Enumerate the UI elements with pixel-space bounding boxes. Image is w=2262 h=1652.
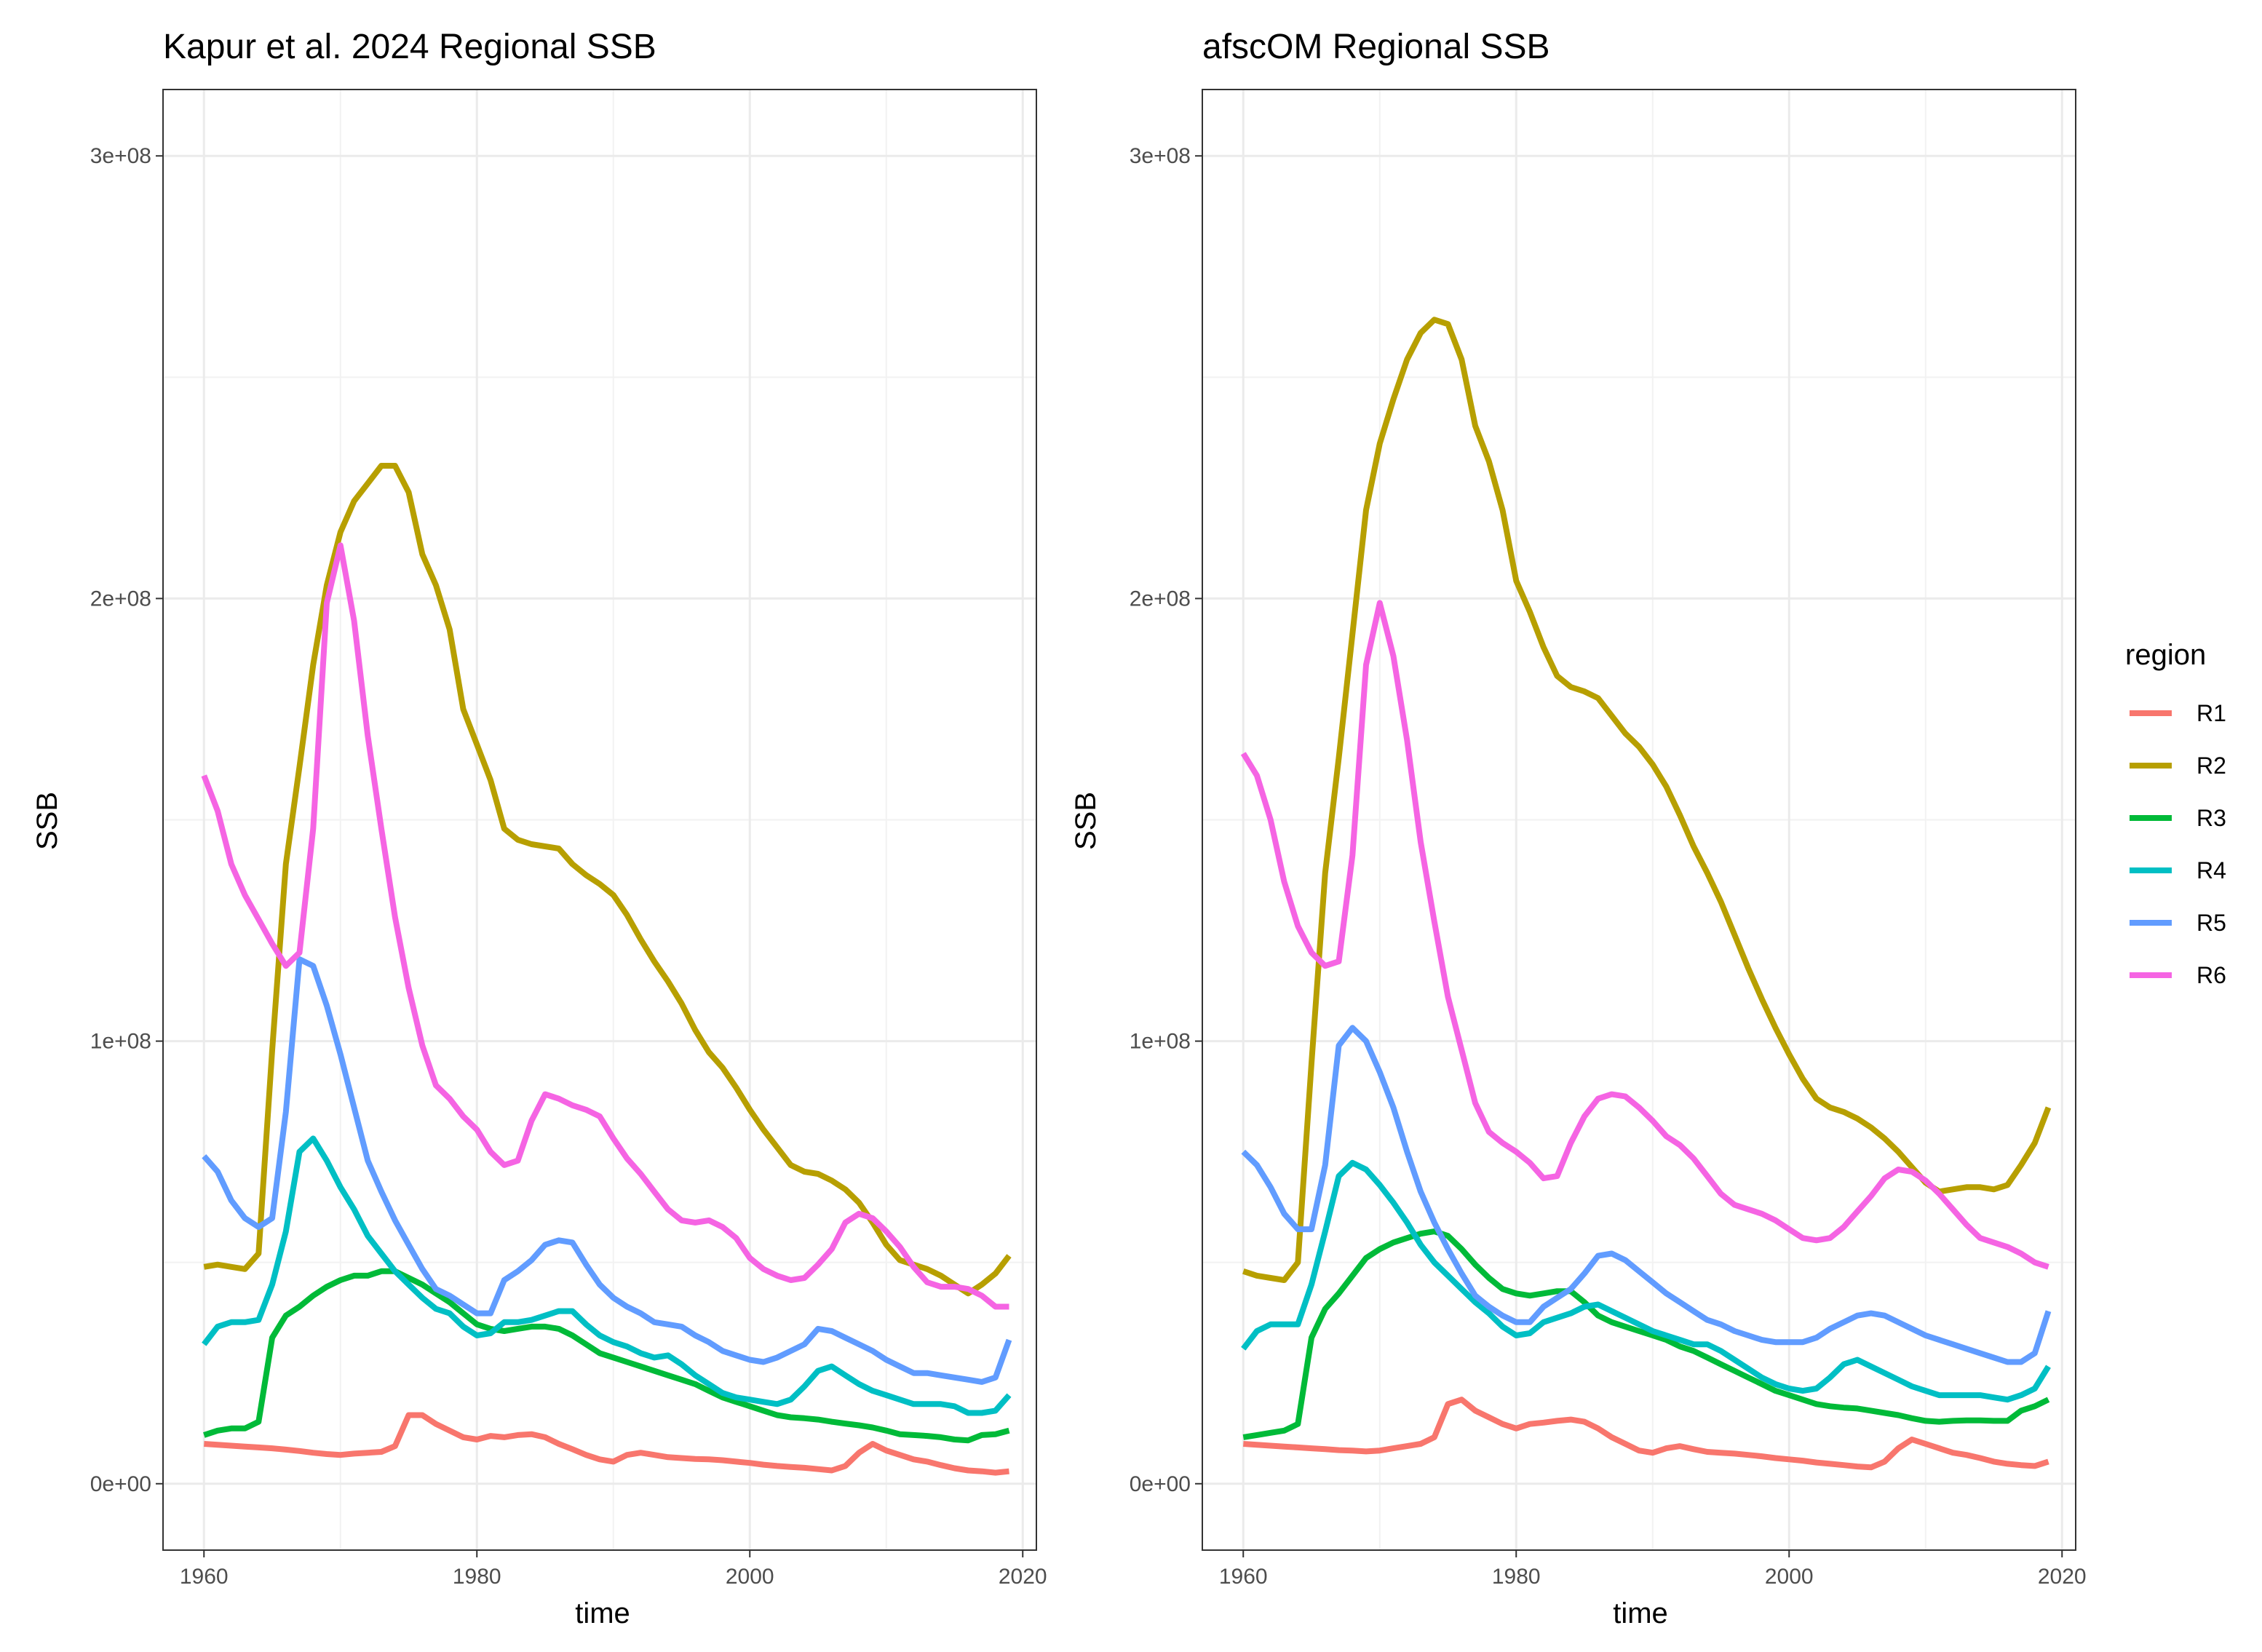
legend-label-r4: R4 [2196,857,2226,883]
left-series-line-r3 [203,1268,1010,1444]
left-series-line-r1 [204,1412,1009,1476]
left-panel-border [162,89,1037,1551]
right-series-line-r3 [1242,1228,2050,1440]
left-x-tick-label: 2000 [726,1565,774,1589]
panel-left-plot-area: 1960 1980 2000 2020 0e+00 1e+08 2e+08 3e+08 [90,89,1047,1589]
legend: region R1 R2 R3 R4 R5 R6 [2125,639,2226,988]
right-series-line-r1 [1243,1397,2049,1471]
left-series-line-r5 [202,956,1012,1385]
legend-label-r1: R1 [2196,700,2226,726]
left-y-tick-label: 1e+08 [90,1030,151,1054]
panel-right-title: afscOM Regional SSB [1202,28,1550,66]
right-x-tick-label: 2000 [1765,1565,1814,1589]
left-x-tick-label: 1980 [453,1565,501,1589]
panel-left-ylabel: SSB [31,792,63,850]
right-panel-border [1202,89,2076,1551]
panel-left-xlabel: time [575,1597,630,1629]
left-y-tick-label: 3e+08 [90,144,151,168]
panel-right-plot-area: 1960 1980 2000 2020 0e+00 1e+08 2e+08 3e+08 [1130,89,2087,1589]
left-series-line-r2 [203,463,1012,1297]
right-series-line-r4 [1241,1159,2051,1403]
left-series-line-r4 [202,1135,1012,1416]
right-x-tick-label: 1960 [1219,1565,1268,1589]
panel-right-ylabel: SSB [1070,792,1102,850]
legend-label-r3: R3 [2196,805,2226,831]
right-series-line-r6 [1240,600,2049,1270]
legend-label-r2: R2 [2196,752,2226,779]
legend-items: R1 R2 R3 R4 R5 R6 [2130,700,2226,988]
panel-left-title: Kapur et al. 2024 Regional SSB [163,28,656,66]
left-series-line-r6 [201,542,1009,1310]
right-y-tick-label: 0e+00 [1130,1472,1191,1496]
panel-right: afscOM Regional SSB SSB time 1960 1980 200… [1070,28,2087,1629]
right-y-tick-label: 1e+08 [1130,1030,1191,1054]
legend-label-r6: R6 [2196,962,2226,988]
panel-left: Kapur et al. 2024 Regional SSB SSB time … [31,28,1047,1629]
legend-title: region [2125,639,2206,671]
left-y-tick-label: 0e+00 [90,1472,151,1496]
left-x-tick-label: 2020 [999,1565,1047,1589]
left-y-tick-label: 2e+08 [90,587,151,611]
left-x-tick-label: 1960 [180,1565,229,1589]
right-y-tick-label: 3e+08 [1130,144,1191,168]
panel-right-xlabel: time [1613,1597,1668,1629]
legend-label-r5: R5 [2196,910,2226,936]
right-x-tick-label: 2020 [2038,1565,2087,1589]
right-y-tick-label: 2e+08 [1130,587,1191,611]
right-x-tick-label: 1980 [1492,1565,1541,1589]
right-series-line-r5 [1241,1025,2052,1365]
